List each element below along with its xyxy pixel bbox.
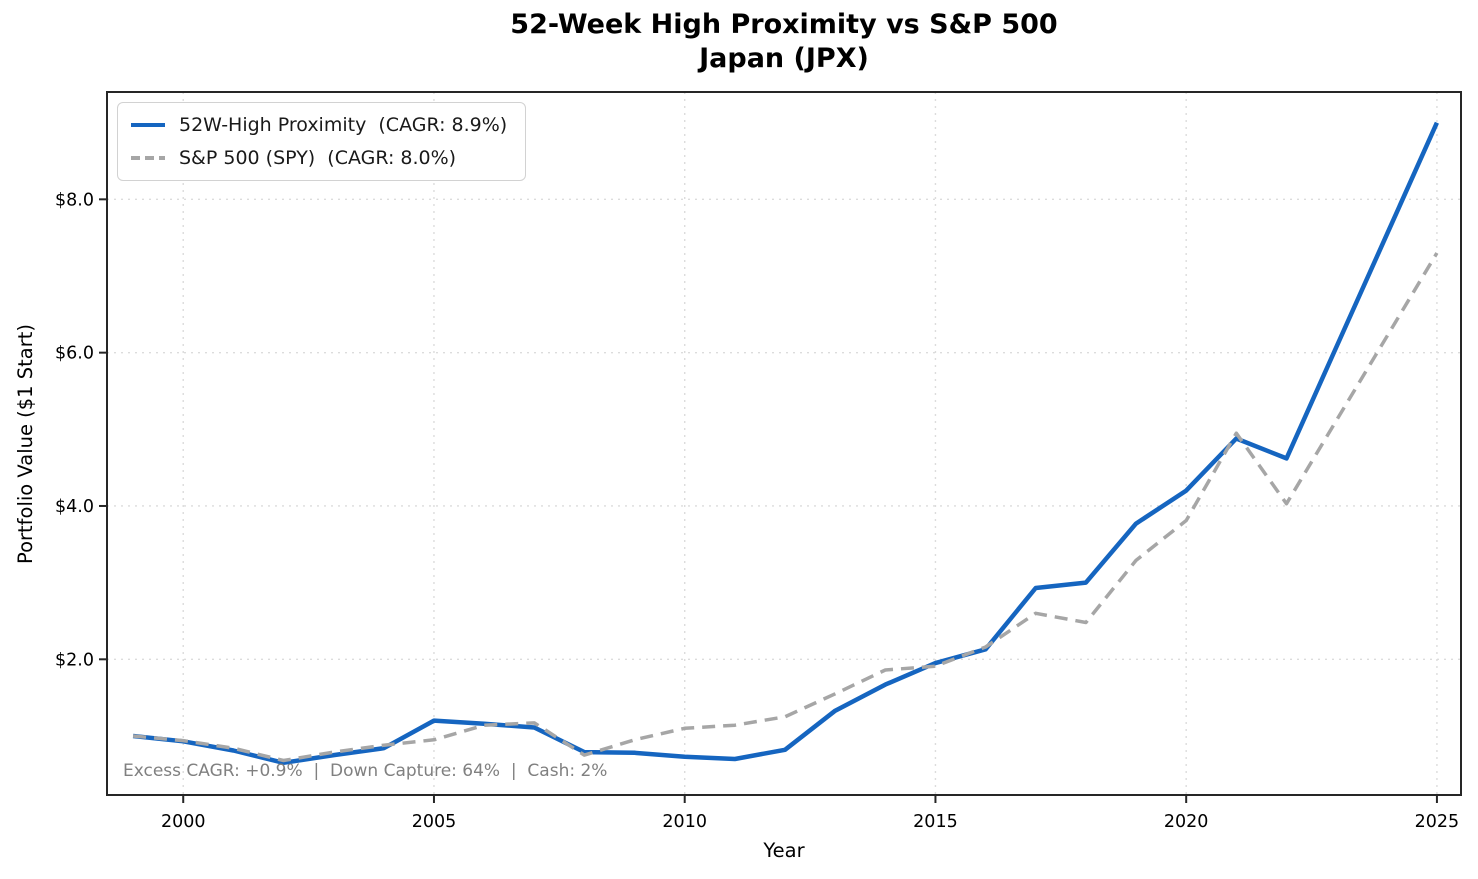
legend: 52W-High Proximity (CAGR: 8.9%) S&P 500 … bbox=[117, 102, 527, 181]
chart-title: 52-Week High Proximity vs S&P 500 bbox=[510, 9, 1058, 40]
x-tick-label-2020: 2020 bbox=[1164, 812, 1209, 832]
y-tick-label-4: $4.0 bbox=[55, 497, 94, 517]
legend-entry-benchmark: S&P 500 (SPY) (CAGR: 8.0%) bbox=[131, 146, 507, 170]
stats-annotation: Excess CAGR: +0.9% | Down Capture: 64% |… bbox=[123, 761, 608, 781]
y-axis-label: Portfolio Value ($1 Start) bbox=[14, 323, 37, 564]
legend-entry-strategy: 52W-High Proximity (CAGR: 8.9%) bbox=[131, 113, 507, 137]
legend-label-benchmark: S&P 500 (SPY) (CAGR: 8.0%) bbox=[179, 147, 457, 169]
axes-spines bbox=[106, 91, 1462, 796]
y-tick-label-8: $8.0 bbox=[55, 190, 94, 210]
y-tick-label-2: $2.0 bbox=[55, 650, 94, 670]
x-tick-label-2005: 2005 bbox=[412, 812, 457, 832]
x-tick-label-2000: 2000 bbox=[161, 812, 206, 832]
legend-label-strategy: 52W-High Proximity (CAGR: 8.9%) bbox=[179, 114, 508, 136]
chart-title-block: 52-Week High Proximity vs S&P 500 Japan … bbox=[107, 8, 1461, 76]
legend-dashed-line-icon bbox=[131, 156, 165, 160]
chart-subtitle: Japan (JPX) bbox=[699, 43, 869, 74]
series-line-s-p bbox=[132, 252, 1439, 763]
x-tick-label-2025: 2025 bbox=[1415, 812, 1460, 832]
legend-solid-line-icon bbox=[131, 123, 165, 127]
series-line-52w-high bbox=[132, 121, 1439, 766]
x-tick-label-2015: 2015 bbox=[913, 812, 958, 832]
y-tick-label-6: $6.0 bbox=[55, 344, 94, 364]
x-tick-label-2010: 2010 bbox=[662, 812, 707, 832]
x-axis-label: Year bbox=[763, 839, 805, 862]
